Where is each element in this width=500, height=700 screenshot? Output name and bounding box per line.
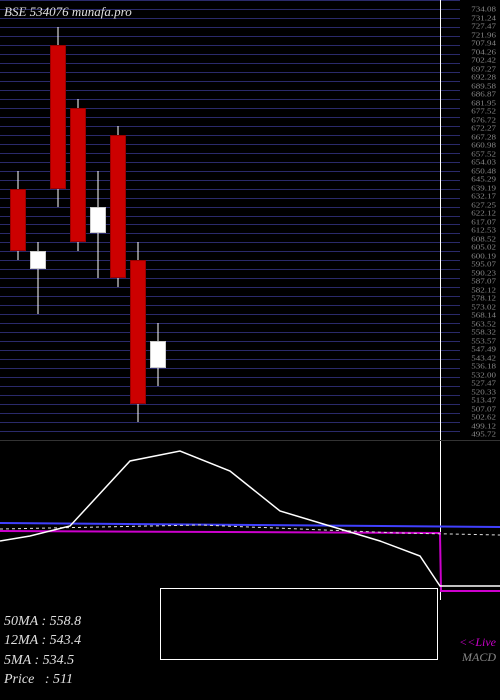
blue-ma-line [0, 523, 500, 527]
macd-panel [0, 440, 500, 600]
source-text: munafa.pro [72, 4, 132, 19]
macd-svg [0, 441, 500, 601]
ma50-row: 50MA : 558.8 [4, 612, 81, 632]
price-row: Price : 511 [4, 670, 81, 690]
chart-container: BSE 534076 munafa.pro 734.08731.24727.47… [0, 0, 500, 700]
symbol-text: BSE 534076 [4, 4, 69, 19]
magenta-ma-line [0, 531, 500, 591]
ma5-row: 5MA : 534.5 [4, 651, 81, 671]
info-panel: 50MA : 558.8 12MA : 543.4 5MA : 534.5 Pr… [4, 612, 81, 690]
live-label: <<Live [459, 635, 496, 650]
ma12-row: 12MA : 543.4 [4, 631, 81, 651]
macd-label: MACD [462, 650, 496, 665]
chart-header: BSE 534076 munafa.pro [4, 4, 132, 20]
box-overlay [160, 588, 438, 660]
price-panel [0, 0, 460, 440]
macd-line [0, 451, 500, 586]
